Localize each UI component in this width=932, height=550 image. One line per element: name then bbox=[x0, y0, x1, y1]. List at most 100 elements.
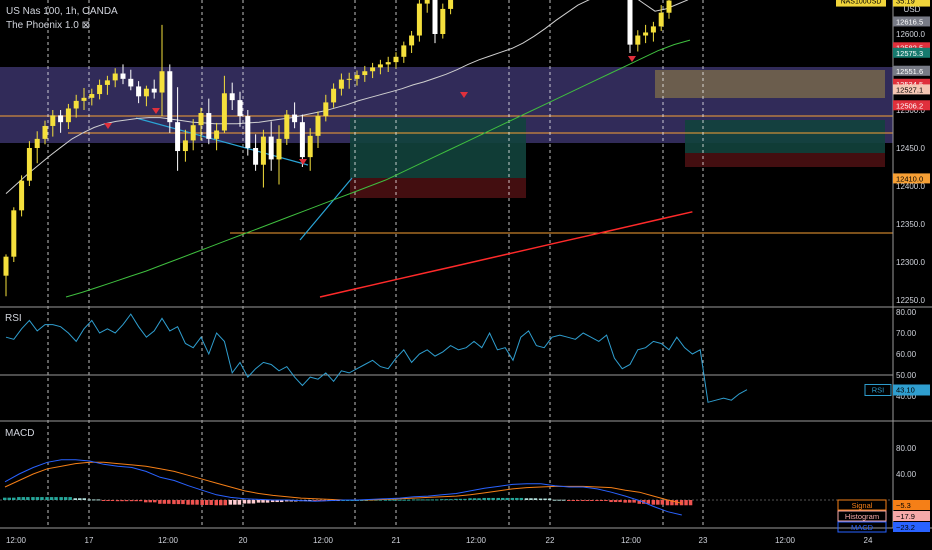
candle-body bbox=[245, 116, 251, 148]
price-tick-label: 12600.0 bbox=[896, 30, 925, 39]
histogram-bar bbox=[674, 500, 679, 506]
current-zone-teal bbox=[685, 120, 885, 153]
price-tag-text: 12616.5 bbox=[896, 17, 923, 26]
histogram-bar bbox=[78, 498, 82, 500]
histogram-bar bbox=[63, 497, 68, 500]
candle-body bbox=[198, 113, 204, 126]
histogram-bar bbox=[21, 497, 26, 500]
macd-legend-value: −17.9 bbox=[896, 512, 915, 521]
indicator-title[interactable]: The Phoenix 1.0 ⊠ bbox=[6, 20, 90, 31]
histogram-bar bbox=[73, 498, 77, 500]
histogram-bar bbox=[383, 499, 388, 501]
candle-body bbox=[299, 122, 305, 158]
rsi-tick-label: 80.00 bbox=[896, 308, 917, 317]
histogram-bar bbox=[92, 499, 96, 501]
histogram-bar bbox=[388, 499, 392, 501]
histogram-bar bbox=[430, 499, 434, 501]
histogram-bar bbox=[581, 500, 585, 501]
histogram-bar bbox=[59, 497, 63, 500]
histogram-bar bbox=[228, 500, 233, 505]
histogram-bar bbox=[571, 500, 575, 501]
histogram-bar bbox=[397, 499, 402, 501]
histogram-bar bbox=[420, 499, 425, 501]
histogram-bar bbox=[496, 497, 500, 500]
demand-zone-teal bbox=[350, 118, 526, 178]
candle-body bbox=[73, 100, 79, 109]
histogram-bar bbox=[440, 499, 444, 501]
histogram-bar bbox=[515, 497, 519, 500]
candle-body bbox=[627, 0, 633, 45]
candle-body bbox=[338, 79, 344, 89]
macd-legend-value: −23.2 bbox=[896, 523, 915, 532]
histogram-bar bbox=[233, 500, 237, 505]
histogram-bar bbox=[557, 499, 561, 501]
sell-signal-marker bbox=[628, 56, 636, 62]
histogram-bar bbox=[519, 497, 524, 500]
rsi-tick-label: 50.00 bbox=[896, 371, 917, 380]
histogram-bar bbox=[317, 500, 322, 502]
histogram-bar bbox=[646, 500, 650, 504]
histogram-bar bbox=[7, 497, 11, 500]
macd-legend-value: −5.3 bbox=[896, 501, 911, 510]
histogram-bar bbox=[214, 500, 218, 506]
histogram-bar bbox=[486, 497, 491, 500]
histogram-bar bbox=[613, 500, 618, 503]
histogram-bar bbox=[209, 500, 213, 505]
candle-body bbox=[253, 148, 259, 165]
histogram-bar bbox=[251, 500, 256, 504]
sma-green-line bbox=[65, 39, 691, 298]
candle-body bbox=[432, 0, 438, 34]
candle-body bbox=[276, 138, 282, 160]
trendline-lower bbox=[299, 177, 353, 241]
histogram-bar bbox=[547, 498, 552, 500]
histogram-bar bbox=[406, 499, 411, 501]
histogram-bar bbox=[270, 500, 275, 503]
macd-legend-box bbox=[837, 521, 887, 533]
candle-body bbox=[221, 93, 227, 131]
histogram-bar bbox=[688, 500, 693, 506]
rsi-pane-title: RSI bbox=[5, 313, 22, 324]
candle-body bbox=[214, 130, 220, 139]
macd-legend-value-bg bbox=[893, 500, 930, 510]
price-tag-text: 12575.3 bbox=[896, 49, 923, 58]
price-tag-text: 12534.5 bbox=[896, 80, 923, 89]
candle-body bbox=[50, 115, 56, 126]
histogram-bar bbox=[501, 497, 505, 500]
target-zone bbox=[655, 70, 885, 98]
price-tick-label: 12400.0 bbox=[896, 182, 925, 191]
histogram-bar bbox=[660, 500, 665, 505]
histogram-bar bbox=[31, 497, 35, 500]
histogram-bar bbox=[679, 500, 684, 506]
histogram-bar bbox=[411, 499, 416, 501]
price-tick-label: 12300.0 bbox=[896, 258, 925, 267]
price-tag-bg bbox=[893, 42, 930, 53]
histogram-bar bbox=[472, 498, 477, 500]
candle-body bbox=[440, 8, 446, 34]
symbol-title[interactable]: US Nas 100, 1h, OANDA bbox=[6, 6, 118, 17]
candle-body bbox=[416, 3, 422, 36]
histogram-bar bbox=[144, 500, 148, 503]
candle-body bbox=[315, 116, 321, 136]
histogram-bar bbox=[223, 500, 227, 506]
rsi-value-tag-text: 43.10 bbox=[896, 385, 915, 394]
time-axis-label: 22 bbox=[546, 536, 555, 545]
histogram-bar bbox=[449, 499, 453, 501]
histogram-bar bbox=[552, 499, 557, 501]
candle-body bbox=[182, 140, 188, 152]
histogram-bar bbox=[242, 500, 247, 504]
time-axis-label: 12:00 bbox=[158, 536, 179, 545]
sell-signal-marker bbox=[152, 108, 160, 114]
price-tick-label: 12250.0 bbox=[896, 296, 925, 305]
histogram-bar bbox=[87, 499, 92, 501]
rsi-legend-text: RSI bbox=[872, 385, 885, 394]
candle-body bbox=[104, 80, 110, 85]
histogram-bar bbox=[684, 500, 688, 506]
price-tag-bg bbox=[893, 65, 930, 76]
candle-body bbox=[354, 75, 360, 79]
candle-body bbox=[268, 136, 274, 160]
macd-line bbox=[4, 459, 682, 516]
candle-body bbox=[409, 35, 415, 46]
candle-body bbox=[370, 67, 376, 72]
histogram-bar bbox=[313, 500, 317, 502]
